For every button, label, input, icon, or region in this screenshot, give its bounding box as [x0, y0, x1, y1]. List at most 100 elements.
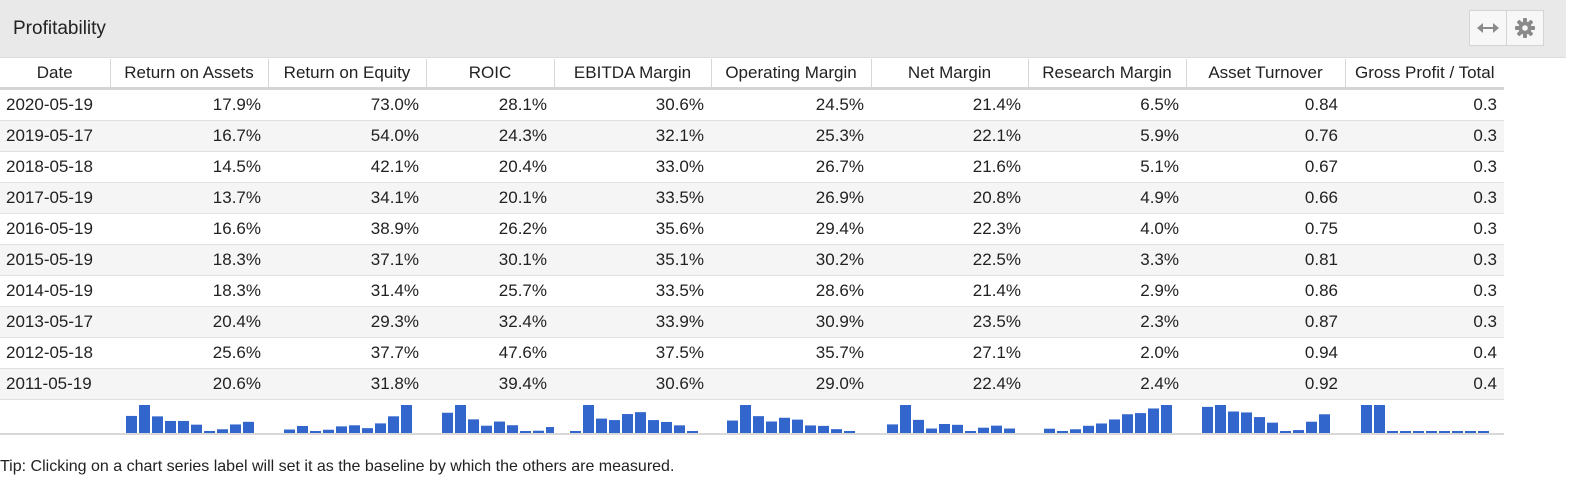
sparkline-bar — [362, 428, 373, 433]
value-cell: 33.0% — [554, 151, 711, 183]
sparkline-cell[interactable] — [711, 399, 871, 435]
date-cell: 2014-05-19 — [0, 275, 110, 307]
sparkline-cell[interactable] — [268, 399, 426, 435]
date-cell: 2019-05-17 — [0, 120, 110, 152]
sparkline-bar — [779, 417, 790, 433]
value-cell: 25.3% — [711, 120, 871, 152]
value-cell: 17.9% — [110, 88, 268, 121]
value-cell: 35.6% — [554, 213, 711, 245]
sparkline-bar — [1254, 417, 1265, 433]
sparkline-bar — [1228, 411, 1239, 433]
gear-icon — [1515, 18, 1535, 38]
sparkline-bar — [687, 431, 698, 433]
header-buttons — [1469, 10, 1544, 46]
sparkline-bar — [740, 405, 751, 433]
value-cell: 37.7% — [268, 337, 426, 369]
sparkline-bar — [1465, 431, 1476, 433]
value-cell: 42.1% — [268, 151, 426, 183]
sparkline-bar — [165, 420, 176, 433]
header-row: Date Return on Assets Return on Equity ROIC… — [0, 59, 1504, 90]
sparkline-chart — [887, 405, 1015, 433]
sparkline-bar — [753, 416, 764, 433]
sparkline-bar — [766, 421, 777, 433]
date-cell: 2016-05-19 — [0, 213, 110, 245]
column-header[interactable]: ROIC — [426, 59, 555, 90]
value-cell: 30.9% — [711, 306, 871, 338]
sparkline-bar — [401, 405, 412, 433]
sparkline-chart — [284, 405, 412, 433]
value-cell: 25.7% — [426, 275, 554, 307]
sparkline-bar — [965, 431, 976, 433]
tip-text: Tip: Clicking on a chart series label wi… — [0, 458, 675, 475]
table-row: 2016-05-19 16.6% 38.9% 26.2% 35.6% 29.4% 22.3%… — [0, 213, 1504, 245]
column-header[interactable]: Return on Equity — [268, 59, 427, 90]
settings-button[interactable] — [1506, 10, 1544, 46]
sparkline-cell[interactable] — [871, 399, 1028, 435]
value-cell: 28.1% — [426, 88, 554, 121]
table-row: 2013-05-17 20.4% 29.3% 32.4% 33.9% 30.9% 23.5%… — [0, 306, 1504, 338]
value-cell: 20.8% — [871, 182, 1028, 214]
panel-header: Profitability — [0, 0, 1566, 58]
sparkline-bar — [243, 421, 254, 433]
expand-button[interactable] — [1469, 10, 1507, 46]
sparkline-chart — [1044, 405, 1172, 433]
sparkline-bar — [609, 420, 620, 433]
sparkline-bar — [533, 430, 544, 433]
date-cell: 2017-05-19 — [0, 182, 110, 214]
sparkline-cell[interactable] — [1345, 399, 1504, 435]
sparkline-bar — [727, 420, 738, 433]
value-cell: 2.9% — [1028, 275, 1186, 307]
value-cell: 27.1% — [871, 337, 1028, 369]
value-cell: 18.3% — [110, 244, 268, 276]
date-cell: 2011-05-19 — [0, 368, 110, 400]
sparkline-bar — [661, 421, 672, 433]
column-header[interactable]: Research Margin — [1028, 59, 1187, 90]
sparkline-bar — [1202, 406, 1213, 433]
sparkline-bar — [1267, 422, 1278, 433]
value-cell: 20.1% — [426, 182, 554, 214]
value-cell: 2.3% — [1028, 306, 1186, 338]
sparkline-bar — [1306, 421, 1317, 433]
value-cell: 5.1% — [1028, 151, 1186, 183]
sparkline-bar — [546, 427, 554, 433]
sparkline-cell[interactable] — [554, 399, 711, 435]
value-cell: 54.0% — [268, 120, 426, 152]
column-header[interactable]: Asset Turnover — [1186, 59, 1346, 90]
sparkline-bar — [507, 425, 518, 433]
column-header[interactable]: Gross Profit / Total — [1345, 59, 1504, 90]
sparkline-cell[interactable] — [110, 399, 268, 435]
value-cell: 14.5% — [110, 151, 268, 183]
sparkline-bar — [952, 424, 963, 433]
value-cell: 6.5% — [1028, 88, 1186, 121]
table-row: 2012-05-18 25.6% 37.7% 47.6% 37.5% 35.7% 27.1%… — [0, 337, 1504, 369]
sparkline-chart — [1202, 405, 1330, 433]
sparkline-cell[interactable] — [1186, 399, 1345, 435]
value-cell: 30.1% — [426, 244, 554, 276]
sparkline-bar — [1083, 425, 1094, 433]
panel-title: Profitability — [13, 18, 106, 39]
value-cell: 0.86 — [1186, 275, 1345, 307]
sparkline-bar — [648, 420, 659, 433]
column-header[interactable]: Return on Assets — [110, 59, 269, 90]
value-cell: 73.0% — [268, 88, 426, 121]
sparkline-bar — [926, 428, 937, 433]
column-header[interactable]: Operating Margin — [711, 59, 872, 90]
value-cell: 28.6% — [711, 275, 871, 307]
value-cell: 24.5% — [711, 88, 871, 121]
value-cell: 3.3% — [1028, 244, 1186, 276]
table-row: 2020-05-19 17.9% 73.0% 28.1% 30.6% 24.5% 21.4%… — [0, 88, 1504, 121]
value-cell: 29.4% — [711, 213, 871, 245]
table-row: 2018-05-18 14.5% 42.1% 20.4% 33.0% 26.7% 21.6%… — [0, 151, 1504, 183]
column-header[interactable]: Date — [0, 59, 111, 90]
sparkline-bar — [635, 412, 646, 433]
sparkline-bar — [1361, 405, 1372, 433]
sparkline-spacer — [0, 399, 110, 435]
column-header[interactable]: Net Margin — [871, 59, 1029, 90]
column-header[interactable]: EBITDA Margin — [554, 59, 712, 90]
sparkline-bar — [284, 429, 295, 433]
value-cell: 2.0% — [1028, 337, 1186, 369]
date-cell: 2018-05-18 — [0, 151, 110, 183]
value-cell: 4.0% — [1028, 213, 1186, 245]
sparkline-cell[interactable] — [426, 399, 554, 435]
sparkline-cell[interactable] — [1028, 399, 1186, 435]
